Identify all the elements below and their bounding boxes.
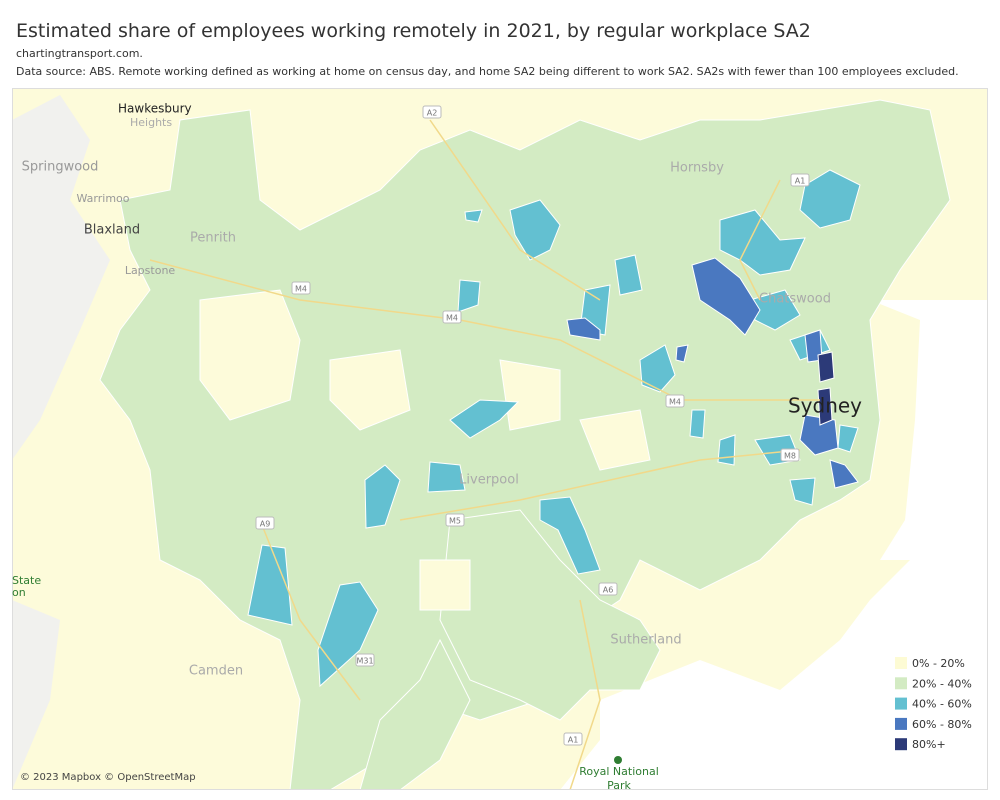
road-label: A6 [603, 586, 614, 595]
place-label: Chatswood [759, 292, 831, 307]
place-label: Liverpool [459, 473, 519, 488]
park-icon [614, 756, 622, 764]
road-label: M8 [784, 452, 796, 461]
road-shield [291, 281, 311, 295]
road-label: M4 [295, 285, 307, 294]
place-label: Blaxland [84, 223, 140, 238]
road-shield [422, 105, 442, 119]
road-shield [445, 513, 465, 527]
road-label: M31 [356, 657, 373, 666]
legend-label: 80%+ [912, 738, 946, 751]
place-label: Penrith [190, 231, 236, 246]
place-label: Heights [130, 116, 172, 129]
road-shield [355, 653, 375, 667]
road-label: A2 [427, 109, 438, 118]
place-label: Hornsby [670, 161, 724, 176]
note: Data source: ABS. Remote working defined… [16, 65, 959, 78]
road-label: A1 [568, 736, 579, 745]
place-label: Sydney [788, 394, 862, 418]
map-frame [12, 88, 988, 790]
legend-label: 60% - 80% [912, 718, 972, 731]
road-label: A1 [795, 177, 806, 186]
map-base [12, 88, 988, 790]
legend-label: 0% - 20% [912, 657, 965, 670]
road-shield [598, 582, 618, 596]
legend-swatch [895, 677, 907, 690]
place-label: Park [607, 779, 631, 792]
attribution: © 2023 Mapbox © OpenStreetMap [20, 772, 196, 783]
road-label: M5 [449, 517, 461, 526]
place-label: Hawkesbury [118, 102, 192, 116]
place-label: Sutherland [610, 633, 681, 648]
legend-swatch [895, 657, 907, 669]
source: chartingtransport.com. [16, 47, 143, 60]
road-shield [442, 310, 462, 324]
place-label: Royal National [579, 765, 659, 778]
place-label: State [12, 574, 41, 587]
place-label: Warrimoo [77, 192, 130, 205]
road-label: M4 [446, 314, 458, 323]
road-label: M4 [669, 398, 681, 407]
legend-swatch [895, 697, 907, 710]
place-label: on [12, 586, 26, 599]
place-label: Lapstone [125, 264, 176, 277]
road-shield [563, 732, 583, 746]
title: Estimated share of employees working rem… [16, 20, 811, 42]
road-shield [255, 516, 275, 530]
road-label: A9 [260, 520, 271, 529]
legend-swatch [895, 717, 907, 730]
place-label: Springwood [22, 160, 99, 175]
road-shield [790, 173, 810, 187]
legend-label: 40% - 60% [912, 698, 972, 711]
road-shield [780, 448, 800, 462]
road-shield [665, 394, 685, 408]
legend-swatch [895, 738, 907, 751]
legend-label: 20% - 40% [912, 677, 972, 690]
place-label: Camden [189, 664, 243, 679]
